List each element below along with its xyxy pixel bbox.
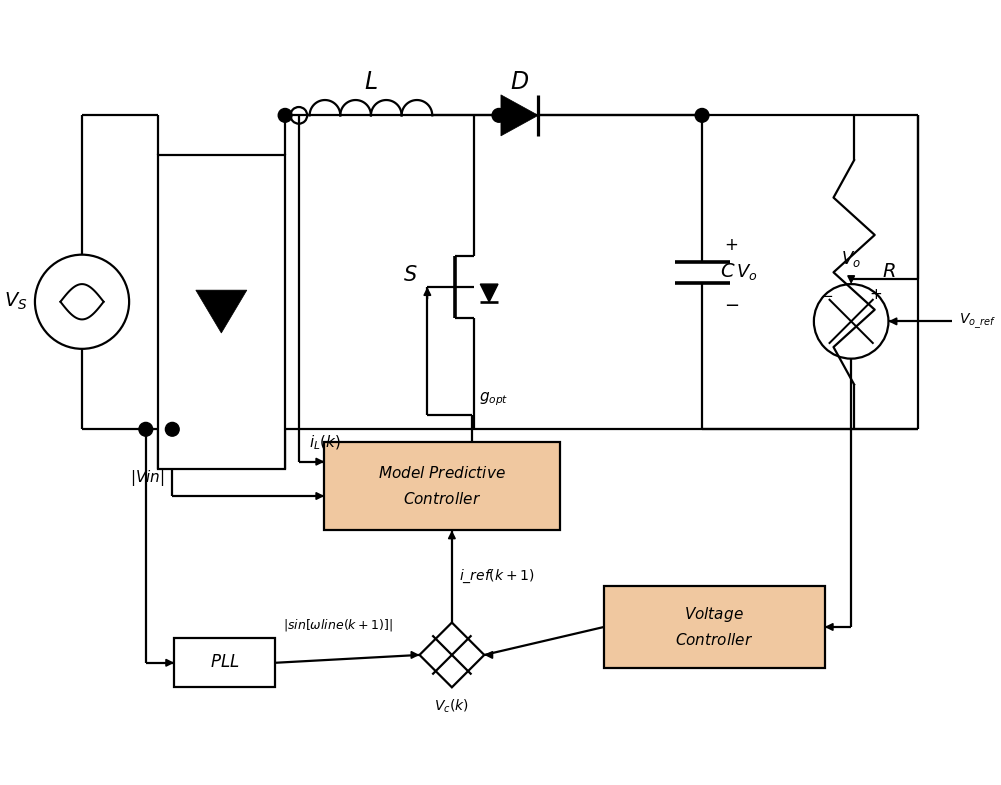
Text: $\it{Controller}$: $\it{Controller}$ bbox=[676, 632, 754, 648]
Text: $D$: $D$ bbox=[511, 71, 530, 93]
Text: $V_{o\_ref}$: $V_{o\_ref}$ bbox=[959, 312, 996, 331]
Circle shape bbox=[492, 108, 506, 122]
Text: $g_{opt}$: $g_{opt}$ bbox=[479, 390, 509, 407]
Bar bbox=[324, 442, 560, 531]
Circle shape bbox=[695, 108, 709, 122]
Text: $+$: $+$ bbox=[869, 287, 882, 302]
Bar bbox=[174, 638, 275, 688]
Circle shape bbox=[139, 422, 153, 436]
Text: $V_o$: $V_o$ bbox=[737, 262, 758, 283]
Text: $|Vin|$: $|Vin|$ bbox=[130, 468, 164, 488]
Text: $i\_ref(k+1)$: $i\_ref(k+1)$ bbox=[458, 568, 535, 585]
Bar bbox=[604, 586, 825, 668]
Text: $-$: $-$ bbox=[724, 294, 739, 312]
Text: $i_L(k)$: $i_L(k)$ bbox=[308, 433, 340, 452]
Circle shape bbox=[165, 422, 179, 436]
Text: $\it{Voltage}$: $\it{Voltage}$ bbox=[685, 604, 744, 624]
Text: $V_o$: $V_o$ bbox=[841, 250, 861, 269]
Polygon shape bbox=[419, 623, 484, 688]
Polygon shape bbox=[500, 95, 539, 136]
Text: $\it{Model\ Predictive}$: $\it{Model\ Predictive}$ bbox=[378, 466, 506, 481]
Polygon shape bbox=[196, 290, 247, 333]
Text: $L$: $L$ bbox=[364, 71, 377, 93]
Text: $-$: $-$ bbox=[821, 287, 834, 302]
Text: $|sin[\omega line(k+1)]|$: $|sin[\omega line(k+1)]|$ bbox=[282, 617, 392, 633]
Bar bbox=[157, 155, 285, 469]
Circle shape bbox=[278, 108, 292, 122]
Polygon shape bbox=[480, 284, 497, 301]
Text: $C$: $C$ bbox=[720, 263, 736, 281]
Text: $S$: $S$ bbox=[403, 265, 417, 285]
Text: $\it{Controller}$: $\it{Controller}$ bbox=[403, 491, 481, 507]
Text: $V_c(k)$: $V_c(k)$ bbox=[434, 697, 469, 714]
Text: $R$: $R$ bbox=[882, 263, 895, 281]
Text: $V_S$: $V_S$ bbox=[4, 291, 27, 312]
Text: $+$: $+$ bbox=[724, 236, 738, 254]
Text: $\it{PLL}$: $\it{PLL}$ bbox=[210, 654, 239, 671]
